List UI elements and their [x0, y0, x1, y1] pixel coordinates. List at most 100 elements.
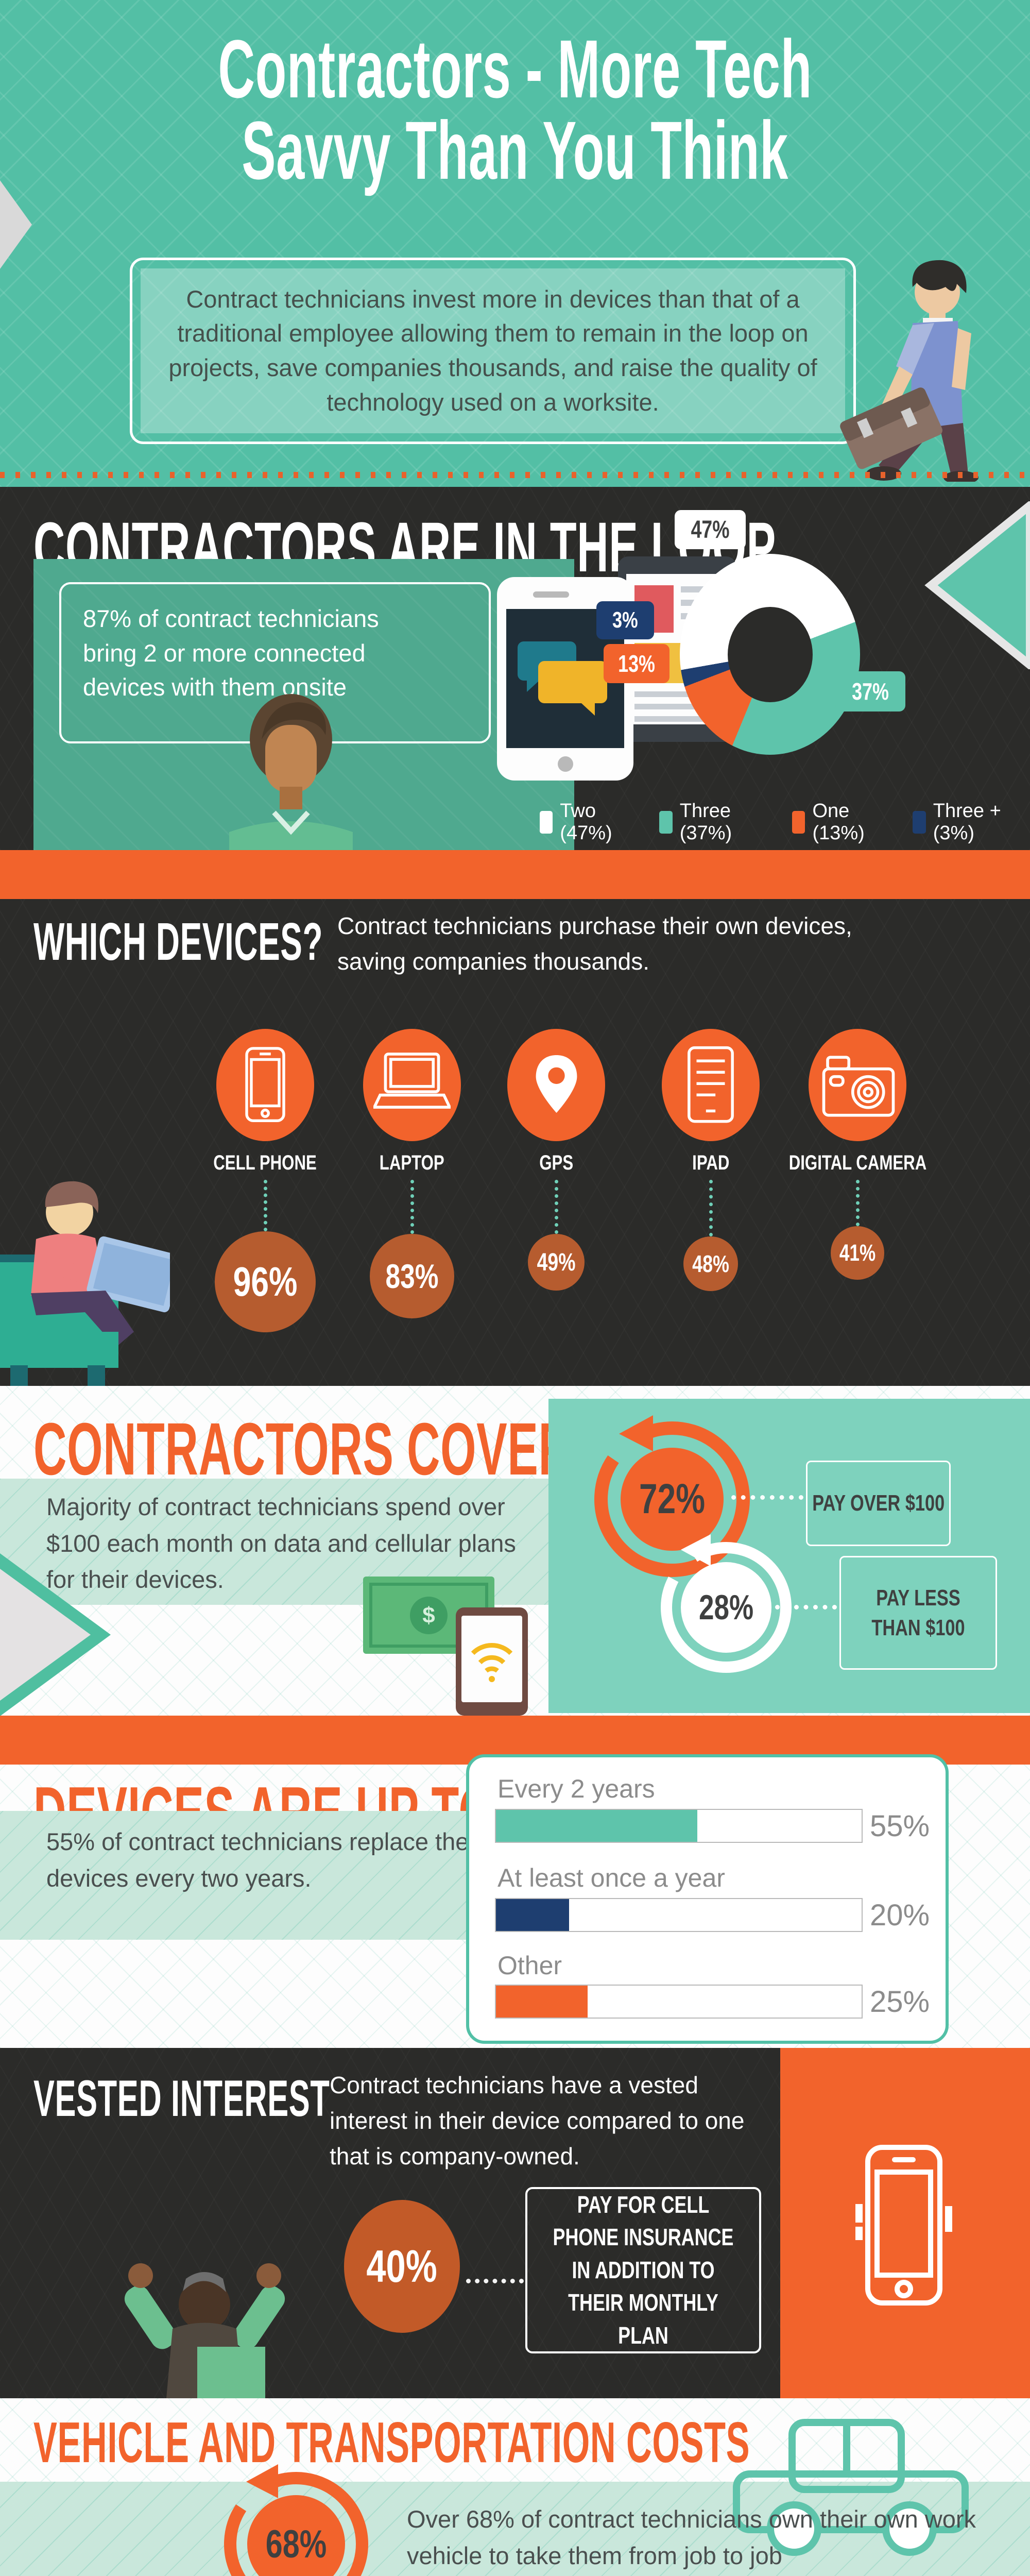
cell-phone-icon — [245, 1047, 285, 1122]
device-label-cell-phone: CELL PHONE — [213, 1151, 317, 1174]
pay-less-label-box: PAY LESS THAN $100 — [839, 1556, 997, 1670]
bar-value: 25% — [870, 1985, 930, 2019]
dotted-connector — [410, 1180, 414, 1234]
legend-swatch-three-plus — [913, 811, 926, 834]
dotted-connector — [709, 1180, 713, 1236]
bar-fill-other — [496, 1986, 588, 2018]
page-title-line2: Savvy Than You Think — [242, 104, 788, 196]
laptop-icon-badge — [363, 1029, 461, 1141]
ipad-icon-badge — [662, 1029, 760, 1141]
bar-fill-once-a-year — [496, 1899, 569, 1931]
vested-orange-panel — [780, 2048, 1030, 2398]
legend-item: Three + (3%) — [913, 800, 1030, 844]
car-icon — [733, 2419, 969, 2556]
laptop-icon — [373, 1053, 451, 1109]
vested-body-text: Contract technicians have a vested inter… — [330, 2072, 745, 2170]
cover-section: CONTRACTORS COVER IT Majority of contrac… — [0, 1386, 1030, 1716]
sitting-man-illustration — [0, 1181, 170, 1386]
wifi-icon — [471, 1643, 513, 1682]
chevron-left-icon — [924, 501, 1030, 669]
intro-box: Contract technicians invest more in devi… — [130, 258, 856, 444]
legend-item: One (13%) — [792, 800, 892, 844]
bar-track — [495, 1898, 863, 1932]
phone-home-button — [558, 756, 573, 772]
chevron-right-icon — [0, 180, 32, 269]
device-label-digital-camera: DIGITAL CAMERA — [788, 1151, 926, 1174]
ipad-icon — [688, 1046, 734, 1123]
dotted-divider — [0, 472, 1030, 478]
section-divider — [0, 850, 1030, 899]
page-title-line1: Contractors - More Tech — [218, 23, 812, 115]
digital-camera-icon-badge — [809, 1029, 906, 1141]
donut-label-one: 13% — [604, 644, 670, 683]
devices-subtext: Contract technicians purchase their own … — [337, 912, 852, 975]
bar-track — [495, 1985, 863, 2019]
phone-speaker — [533, 591, 569, 598]
devices-headline: WHICH DEVICES? — [33, 912, 323, 971]
vested-headline: VESTED INTEREST — [33, 2070, 330, 2127]
insurance-stat-value: 40% — [344, 2200, 460, 2333]
cover-body-text: Majority of contract technicians spend o… — [46, 1493, 516, 1593]
bar-category: Every 2 years — [497, 1774, 655, 1803]
bar-value: 20% — [870, 1899, 930, 1932]
replacement-chart-panel: Every 2 years 55% At least once a year 2… — [466, 1754, 949, 2044]
legend-label: One (13%) — [812, 800, 865, 844]
bar-fill-every-2-years — [496, 1810, 697, 1842]
intro-text: Contract technicians invest more in devi… — [168, 285, 817, 416]
device-label-ipad: IPAD — [692, 1151, 730, 1174]
insurance-label-box: PAY FOR CELL PHONE INSURANCE IN ADDITION… — [525, 2187, 761, 2353]
dollar-sign-icon: $ — [410, 1597, 448, 1634]
legend-label: Three + (3%) — [933, 800, 1001, 844]
vehicle-headline: VEHICLE AND TRANSPORTATION COSTS — [33, 2411, 750, 2475]
device-label-laptop: LAPTOP — [380, 1151, 444, 1174]
dotted-connector — [856, 1180, 860, 1226]
legend-label: Two (47%) — [560, 800, 612, 844]
update-section: DEVICES ARE UP TO DATE 55% of contract t… — [0, 1754, 1030, 2048]
donut-legend: Two (47%) Three (37%) One (13%) Three + … — [540, 800, 1030, 844]
wifi-phone-illustration — [456, 1607, 528, 1716]
dotted-connector — [555, 1180, 558, 1234]
dotted-connector — [466, 2279, 524, 2283]
donut-hole — [728, 607, 813, 702]
device-value-cell-phone: 96% — [215, 1231, 316, 1332]
bar-category: At least once a year — [497, 1863, 725, 1892]
legend-item: Three (37%) — [659, 800, 771, 844]
pay-over-label-box: PAY OVER $100 — [806, 1461, 951, 1546]
dotted-connector — [264, 1180, 267, 1231]
header-section: Contractors - More Tech Savvy Than You T… — [0, 0, 1030, 487]
device-value-gps: 49% — [528, 1234, 585, 1291]
donut-label-two: 47% — [675, 510, 746, 549]
smartphone-outline-icon — [855, 2145, 952, 2306]
cheering-man-illustration — [124, 2263, 285, 2398]
legend-swatch-two — [540, 811, 553, 834]
donut-label-three: 37% — [835, 671, 905, 711]
device-value-ipad: 48% — [683, 1236, 738, 1291]
digital-camera-icon — [822, 1056, 895, 1117]
vehicle-stat-value: 68% — [247, 2495, 345, 2576]
intro-box-fill — [141, 268, 845, 433]
loop-section: CONTRACTORS ARE IN THE LOOP 87% of contr… — [0, 487, 1030, 902]
pay-over-value: 72% — [621, 1448, 724, 1551]
device-value-digital-camera: 41% — [831, 1226, 884, 1280]
chat-bubbles-icon — [518, 641, 607, 716]
bar-track — [495, 1809, 863, 1843]
update-body-text: 55% of contract technicians replace thei… — [46, 1828, 483, 1892]
device-value-laptop: 83% — [370, 1234, 454, 1318]
gps-icon-badge — [507, 1029, 605, 1141]
vehicle-section: VEHICLE AND TRANSPORTATION COSTS 68% Ove… — [0, 2398, 1030, 2576]
circular-arrow-white-icon — [661, 1534, 792, 1673]
vested-section: VESTED INTEREST Contract technicians hav… — [0, 2048, 1030, 2398]
dotted-connector — [731, 1495, 803, 1500]
walking-man-illustration — [840, 260, 978, 482]
gps-pin-icon — [536, 1055, 577, 1113]
legend-label: Three (37%) — [679, 800, 732, 844]
legend-swatch-one — [792, 811, 805, 834]
briefcase-icon — [840, 387, 942, 469]
legend-item: Two (47%) — [540, 800, 639, 844]
cell-phone-icon-badge — [216, 1029, 314, 1141]
bar-value: 55% — [870, 1809, 930, 1843]
chevron-right-outline-icon — [0, 1553, 111, 1716]
pay-less-value: 28% — [681, 1562, 771, 1653]
page-title: Contractors - More Tech Savvy Than You T… — [0, 23, 1030, 196]
